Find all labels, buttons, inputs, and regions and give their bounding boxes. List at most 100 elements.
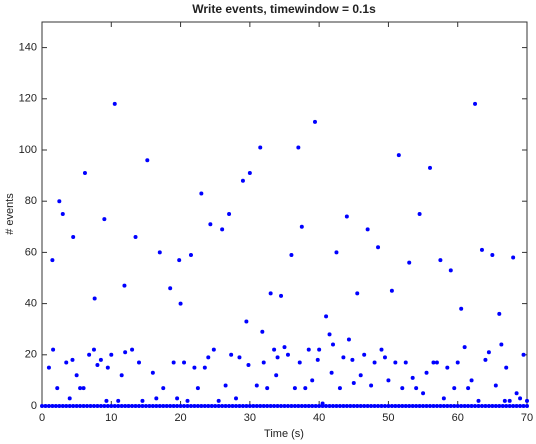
point bbox=[92, 296, 97, 301]
point bbox=[182, 360, 187, 365]
point bbox=[344, 214, 349, 219]
point bbox=[452, 386, 457, 391]
point bbox=[355, 404, 360, 408]
point bbox=[334, 404, 339, 408]
point bbox=[140, 398, 145, 403]
point bbox=[109, 352, 114, 357]
point bbox=[234, 396, 238, 401]
point bbox=[192, 404, 197, 408]
point bbox=[452, 404, 457, 408]
point bbox=[82, 171, 87, 176]
point bbox=[112, 404, 117, 408]
point bbox=[448, 268, 453, 273]
point bbox=[476, 404, 481, 408]
point bbox=[244, 404, 249, 408]
point bbox=[337, 404, 342, 408]
point bbox=[514, 391, 519, 396]
point bbox=[365, 227, 370, 232]
point bbox=[211, 347, 216, 352]
point bbox=[178, 404, 183, 408]
point bbox=[91, 404, 96, 408]
point bbox=[199, 191, 204, 196]
point bbox=[341, 404, 346, 408]
point bbox=[396, 153, 401, 158]
x-axis-label: Time (s) bbox=[264, 428, 304, 440]
point bbox=[112, 101, 117, 106]
point bbox=[126, 404, 131, 408]
point bbox=[279, 293, 284, 298]
point bbox=[382, 355, 387, 360]
point bbox=[119, 373, 124, 378]
point bbox=[81, 386, 86, 391]
point bbox=[490, 404, 495, 408]
point bbox=[130, 347, 135, 352]
point bbox=[476, 398, 481, 403]
point bbox=[220, 227, 225, 232]
point bbox=[441, 396, 446, 401]
point bbox=[102, 217, 107, 222]
point bbox=[479, 404, 484, 408]
point bbox=[379, 347, 384, 352]
x-tick-label: 40 bbox=[313, 412, 325, 424]
y-tick-label: 100 bbox=[19, 144, 37, 156]
point bbox=[469, 404, 474, 408]
point bbox=[296, 145, 301, 150]
point bbox=[407, 260, 412, 265]
y-tick-label: 60 bbox=[25, 246, 37, 258]
point bbox=[150, 370, 155, 375]
point bbox=[331, 404, 335, 408]
point bbox=[43, 404, 48, 408]
point bbox=[57, 404, 62, 408]
point bbox=[296, 404, 301, 408]
point bbox=[213, 404, 218, 408]
point bbox=[525, 398, 529, 403]
point bbox=[365, 404, 370, 408]
point bbox=[251, 404, 256, 408]
point bbox=[350, 357, 355, 362]
point bbox=[329, 370, 334, 375]
point bbox=[60, 404, 65, 408]
point bbox=[64, 404, 69, 408]
y-tick-label: 120 bbox=[19, 93, 37, 105]
chart-title: Write events, timewindow = 0.1s bbox=[192, 2, 376, 16]
point bbox=[102, 404, 107, 408]
point bbox=[504, 365, 509, 370]
point bbox=[67, 396, 72, 401]
point bbox=[247, 171, 252, 176]
point bbox=[98, 357, 103, 362]
point bbox=[497, 404, 502, 408]
point bbox=[157, 250, 162, 255]
x-tick-label: 10 bbox=[105, 412, 117, 424]
point bbox=[175, 396, 180, 401]
point bbox=[403, 360, 408, 365]
point bbox=[154, 396, 159, 401]
point bbox=[105, 365, 110, 370]
point bbox=[407, 404, 412, 408]
point bbox=[123, 404, 128, 408]
point bbox=[71, 404, 76, 408]
point bbox=[275, 355, 280, 360]
point bbox=[237, 355, 242, 360]
point bbox=[195, 404, 200, 408]
point bbox=[247, 404, 252, 408]
point bbox=[389, 404, 394, 408]
y-tick-label: 80 bbox=[25, 195, 37, 207]
point bbox=[150, 404, 155, 408]
point bbox=[188, 252, 193, 257]
point bbox=[57, 199, 62, 204]
point bbox=[410, 404, 415, 408]
x-tick-label: 30 bbox=[244, 412, 256, 424]
point bbox=[254, 404, 259, 408]
point bbox=[299, 224, 304, 229]
point bbox=[60, 212, 65, 216]
point bbox=[199, 404, 204, 408]
point bbox=[341, 355, 346, 360]
point bbox=[240, 178, 245, 183]
point bbox=[324, 314, 329, 319]
point bbox=[78, 404, 83, 408]
y-tick-label: 20 bbox=[25, 349, 37, 361]
point bbox=[469, 378, 474, 383]
x-tick-label: 50 bbox=[382, 412, 394, 424]
point bbox=[46, 365, 51, 370]
point bbox=[479, 247, 484, 252]
